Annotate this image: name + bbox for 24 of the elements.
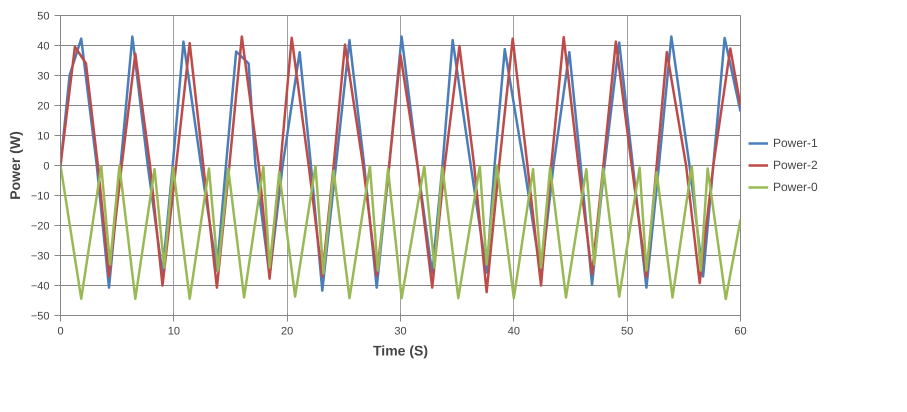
x-axis-title: Time (S) (373, 342, 428, 358)
y-tick-label: 0 (43, 160, 50, 172)
y-axis-title: Power (W) (6, 131, 23, 200)
x-tick-label: 60 (734, 326, 747, 338)
line-series (60, 164, 740, 300)
y-tick-label: −30 (30, 250, 50, 262)
y-tick-label: 40 (37, 40, 50, 52)
legend-label: Power-0 (773, 180, 818, 194)
y-tick-label: −20 (30, 220, 50, 232)
y-tick-label: 50 (37, 10, 50, 22)
x-tick-label: 30 (394, 326, 407, 338)
y-tick-label: −40 (30, 280, 50, 292)
y-tick-label: 30 (37, 70, 50, 82)
x-tick-label: 10 (168, 326, 180, 338)
y-tick-label: −10 (30, 190, 50, 202)
y-tick-label: 10 (37, 130, 50, 142)
x-tick-label: 0 (57, 326, 64, 338)
legend-label: Power-2 (773, 158, 818, 172)
y-tick-label: 20 (37, 100, 50, 112)
legend-label: Power-1 (773, 136, 818, 150)
x-tick-label: 20 (281, 326, 294, 338)
x-tick-label: 40 (508, 326, 520, 338)
y-tick-label: −50 (30, 310, 50, 322)
x-tick-label: 50 (621, 326, 634, 338)
